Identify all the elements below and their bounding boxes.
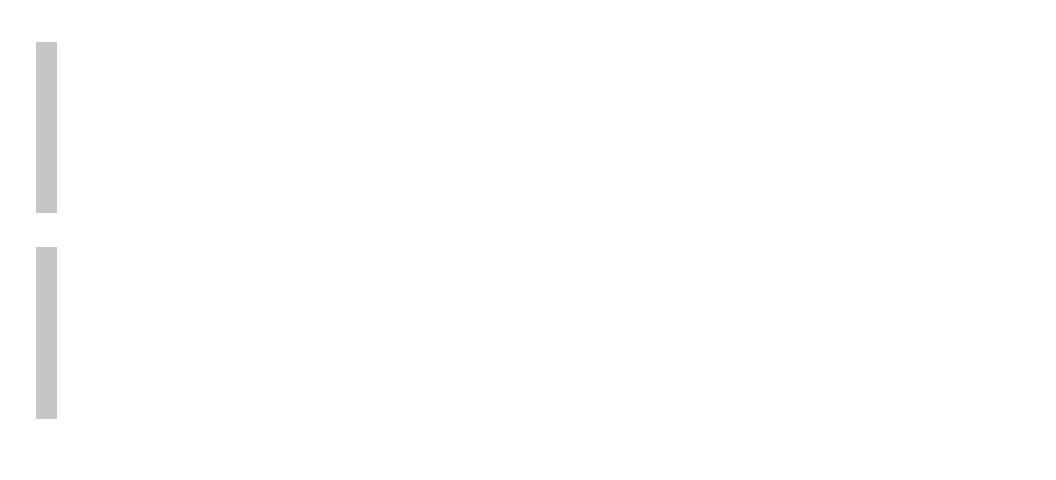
facet-strip-participant	[36, 247, 57, 419]
facet-strip-environment	[36, 42, 57, 213]
